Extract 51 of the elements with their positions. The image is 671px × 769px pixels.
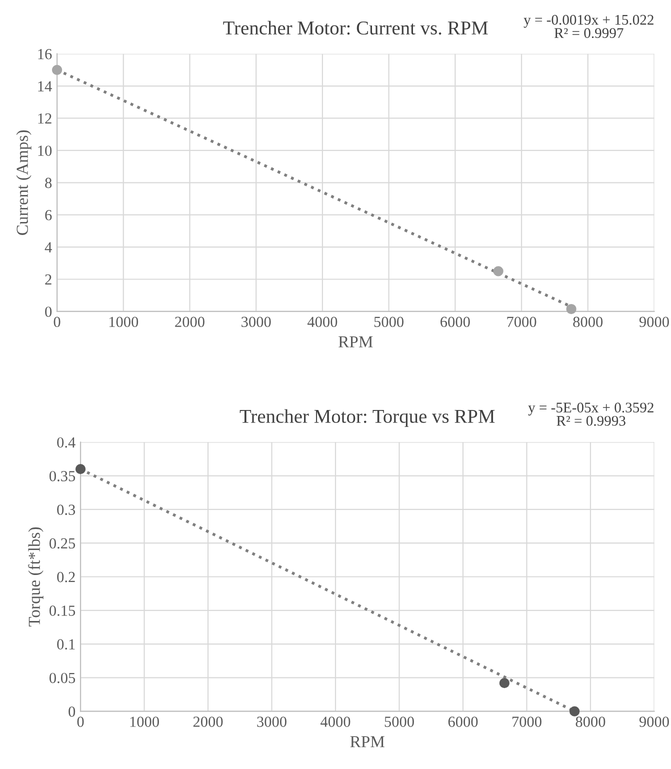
y-tick-label: 6 — [45, 210, 52, 220]
x-axis-title: RPM — [338, 336, 373, 348]
point — [566, 304, 576, 314]
chart-title: Trencher Motor: Torque vs RPM — [240, 409, 495, 427]
text: y = -0.0019x + 15.022 R² = 0.9997 — [524, 14, 654, 38]
y-tick-label: 0 — [68, 706, 76, 717]
x-tick-label: 9000 — [639, 716, 669, 727]
y-tick-label: 0.2 — [57, 572, 75, 582]
text: y = -5E-05x + 0.3592 R² = 0.9993 — [528, 402, 654, 426]
x-tick-label: 8000 — [573, 316, 603, 328]
y-tick-label: 0.15 — [50, 606, 76, 616]
x-tick-label: 7000 — [512, 716, 542, 727]
y-tick-label: 4 — [44, 242, 52, 252]
x-tick-label: 7000 — [507, 316, 536, 328]
x-tick-label: 1000 — [109, 316, 138, 328]
x-tick-label: 3000 — [242, 316, 271, 328]
y-tick-label: 14 — [38, 81, 52, 92]
x-tick-label: 6000 — [448, 716, 478, 727]
y-tick-label: 0.05 — [50, 672, 76, 684]
y-axis-title: Current (Amps) — [16, 130, 32, 235]
y-tick-label: 0.4 — [57, 437, 76, 448]
x-tick-label: 8000 — [576, 716, 606, 727]
y-tick-label: 0 — [45, 306, 52, 317]
y-axis-title: Torque (ft*lbs) — [28, 527, 44, 627]
x-tick-label: 9000 — [639, 316, 669, 328]
y-tick-label: 8 — [45, 178, 52, 188]
y-tick-label: 16 — [38, 49, 52, 60]
point — [493, 266, 504, 276]
y-tick-label: 0.35 — [50, 470, 76, 482]
x-tick-label: 4000 — [307, 316, 338, 328]
x-axis-title: RPM — [350, 736, 384, 748]
x-tick-label: 3000 — [257, 716, 286, 727]
y-tick-label: 0.3 — [57, 504, 76, 515]
y-tick-label: 10 — [38, 146, 52, 156]
point — [569, 706, 580, 716]
x-tick-label: 2000 — [193, 716, 223, 727]
x-tick-label: 2000 — [175, 316, 204, 328]
x-tick-label: 1000 — [130, 716, 159, 727]
chart-title: Trencher Motor: Current vs. RPM — [223, 20, 488, 35]
y-tick-label: 0.25 — [50, 538, 76, 549]
x-tick-label: 0 — [77, 716, 84, 727]
x-tick-label: 6000 — [440, 316, 470, 328]
x-tick-label: 4000 — [320, 716, 350, 727]
point — [499, 678, 510, 688]
y-tick-label: 0.1 — [57, 639, 75, 650]
x-tick-label: 5000 — [384, 716, 414, 727]
y-tick-label: 2 — [45, 274, 52, 285]
point — [75, 464, 86, 474]
y-tick-label: 12 — [38, 113, 52, 124]
point — [52, 64, 62, 76]
x-tick-label: 5000 — [374, 316, 404, 328]
